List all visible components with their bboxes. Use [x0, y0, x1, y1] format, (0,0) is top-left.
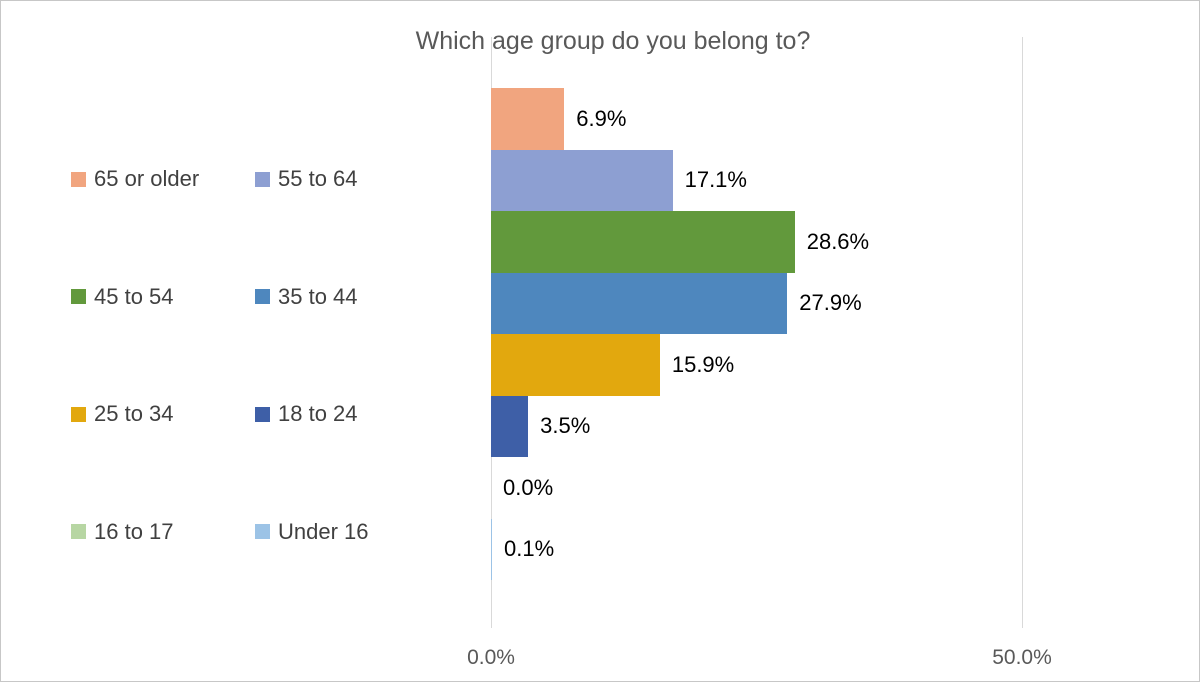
legend-swatch-icon	[71, 171, 86, 187]
x-tick-label-50.0%: 50.0%	[992, 646, 1052, 669]
legend-item-35-to-44: 35 to 44	[255, 284, 358, 310]
legend-swatch-icon	[71, 524, 86, 539]
legend-item-45-to-54: 45 to 54	[71, 284, 174, 310]
bar-45-to-54	[491, 211, 795, 273]
legend-label: 35 to 44	[278, 283, 358, 309]
legend-item-16-to-17: 16 to 17	[71, 519, 174, 545]
legend-label: 55 to 64	[278, 166, 358, 191]
legend-item-65-or-older: 65 or older	[71, 166, 199, 192]
legend-swatch-icon	[71, 406, 86, 422]
data-label-35-to-44: 27.9%	[799, 290, 862, 316]
legend-item-under-16: Under 16	[255, 519, 369, 545]
data-label-55-to-64: 17.1%	[684, 167, 747, 193]
gridline-50.0%	[1022, 37, 1023, 628]
bar-35-to-44	[491, 272, 787, 334]
legend-item-18-to-24: 18 to 24	[255, 401, 358, 427]
legend-label: 18 to 24	[278, 401, 358, 426]
bar-18-to-24	[491, 395, 528, 457]
legend-label: 25 to 34	[94, 401, 174, 426]
legend-label: Under 16	[278, 518, 369, 544]
chart-title: Which age group do you belong to?	[415, 27, 811, 55]
legend-swatch-icon	[255, 406, 270, 422]
legend-swatch-icon	[255, 171, 270, 187]
data-label-25-to-34: 15.9%	[671, 351, 735, 377]
legend-label: 65 or older	[94, 166, 200, 191]
legend-label: 45 to 54	[94, 283, 174, 309]
bar-55-to-64	[491, 149, 673, 211]
legend-swatch-icon	[71, 289, 86, 304]
legend-label: 16 to 17	[94, 518, 174, 544]
data-label-65-or-older: 6.9%	[576, 105, 627, 131]
data-label-under-16: 0.1%	[504, 536, 555, 562]
data-label-18-to-24: 3.5%	[540, 413, 591, 439]
bar-under-16	[491, 518, 492, 580]
data-label-16-to-17: 0.0%	[503, 474, 554, 500]
data-label-45-to-54: 28.6%	[806, 228, 870, 254]
bar-25-to-34	[491, 334, 660, 396]
bar-65-or-older	[491, 88, 564, 150]
legend-swatch-icon	[255, 524, 270, 539]
legend-swatch-icon	[255, 289, 270, 304]
legend-item-25-to-34: 25 to 34	[71, 401, 174, 427]
legend-item-55-to-64: 55 to 64	[255, 166, 358, 192]
x-tick-label-0.0%: 0.0%	[467, 646, 515, 669]
